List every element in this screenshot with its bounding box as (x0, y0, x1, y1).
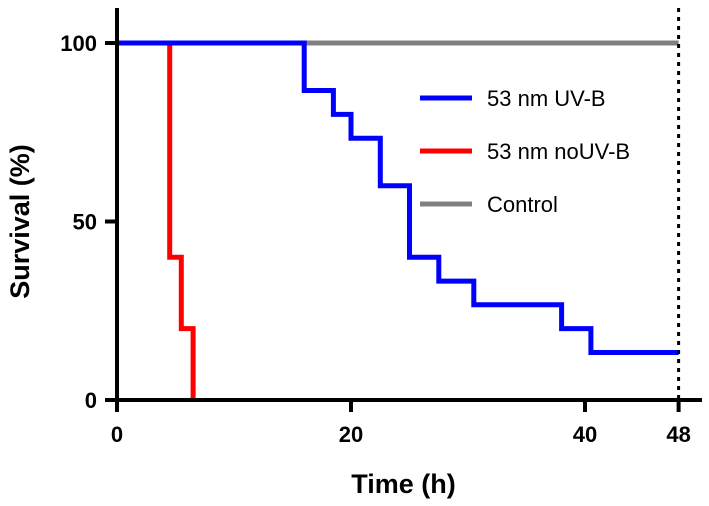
legend-label-control: Control (487, 192, 558, 217)
y-tick-label-0: 0 (85, 388, 97, 413)
x-tick-label-20: 20 (339, 422, 363, 447)
legend-label-53-nm-uv-b: 53 nm UV-B (487, 86, 606, 111)
y-axis-title: Survival (%) (5, 144, 35, 299)
x-tick-label-0: 0 (111, 422, 123, 447)
legend: 53 nm UV-B 53 nm noUV-B Control (420, 86, 630, 217)
y-tick-label-50: 50 (73, 210, 97, 235)
ticks-layer: 0 20 40 48 0 50 100 (60, 31, 691, 447)
axes-layer (115, 8, 702, 402)
legend-label-53-nm-nouv-b: 53 nm noUV-B (487, 139, 630, 164)
y-tick-label-100: 100 (60, 31, 97, 56)
x-axis-title: Time (h) (351, 469, 456, 499)
series-line-53-nm-uv-b (117, 40, 679, 355)
series-line-53-nm-nouv-b (117, 40, 196, 400)
series-layer (117, 40, 679, 400)
x-tick-label-48: 48 (666, 422, 690, 447)
x-tick-label-40: 40 (573, 422, 597, 447)
